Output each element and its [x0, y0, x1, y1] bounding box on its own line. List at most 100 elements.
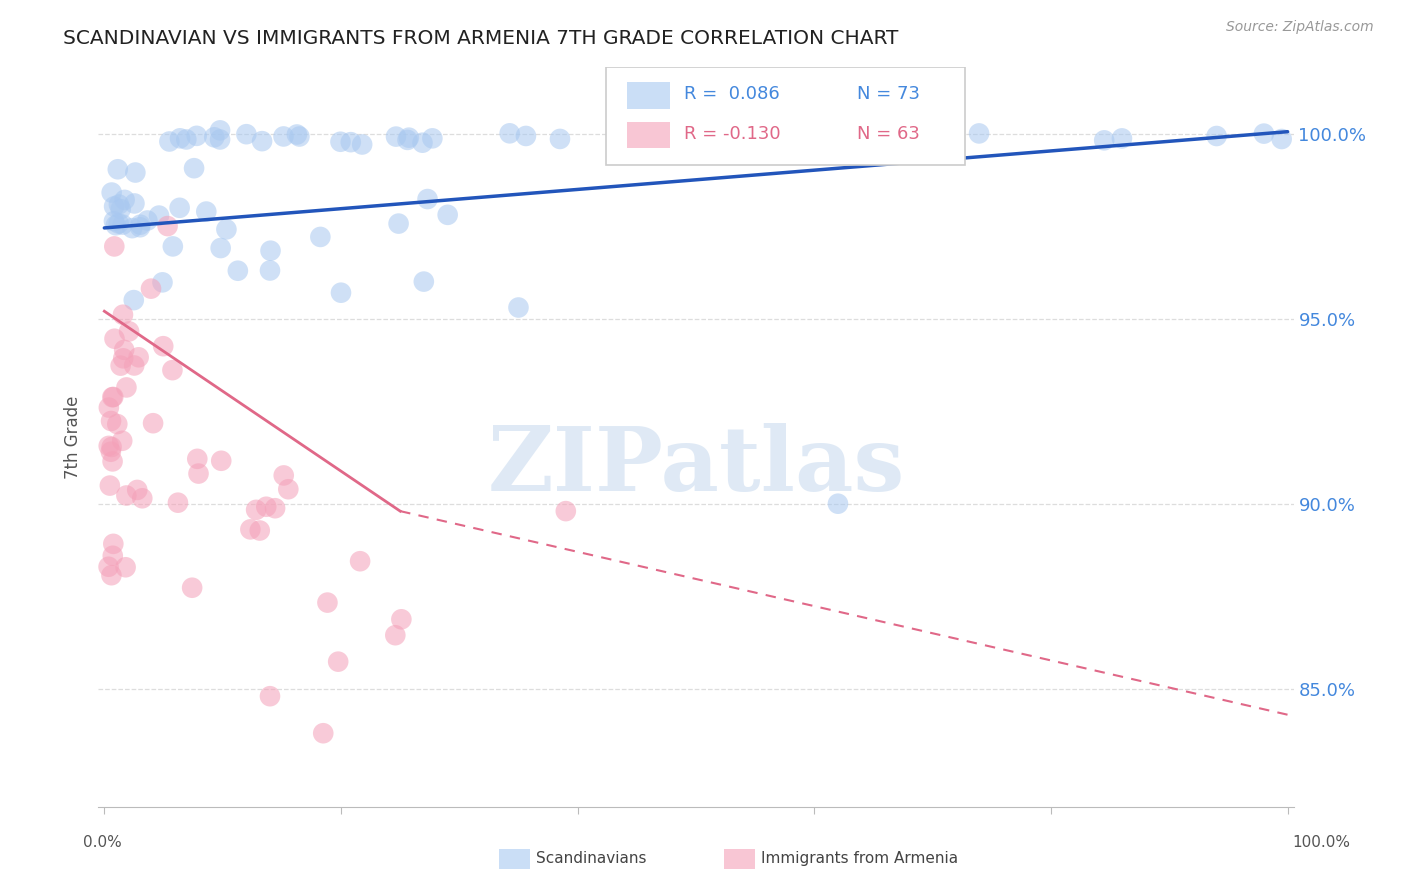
Point	[115, 488, 138, 502]
Point	[103, 537, 125, 551]
Point	[142, 416, 165, 430]
Point	[122, 293, 145, 307]
Point	[384, 628, 406, 642]
Point	[259, 244, 281, 258]
Text: ZIPatlas: ZIPatlas	[488, 423, 904, 510]
Point	[398, 130, 420, 145]
Point	[103, 390, 125, 404]
Point	[554, 504, 576, 518]
Point	[97, 401, 120, 415]
Point	[239, 522, 262, 536]
Point	[103, 239, 125, 253]
Point	[226, 264, 249, 278]
Point	[107, 217, 129, 231]
Text: 100.0%: 100.0%	[1292, 836, 1351, 850]
Point	[114, 193, 136, 207]
Point	[101, 390, 124, 404]
Point	[124, 196, 146, 211]
Point	[131, 491, 153, 506]
Point	[100, 186, 122, 200]
Text: SCANDINAVIAN VS IMMIGRANTS FROM ARMENIA 7TH GRADE CORRELATION CHART: SCANDINAVIAN VS IMMIGRANTS FROM ARMENIA …	[63, 29, 898, 47]
Text: R = -0.130: R = -0.130	[685, 125, 780, 143]
Text: Scandinavians: Scandinavians	[536, 852, 647, 866]
Point	[349, 554, 371, 568]
Point	[107, 162, 129, 177]
Point	[100, 414, 122, 428]
Point	[396, 133, 419, 147]
Point	[183, 161, 205, 176]
Text: R =  0.086: R = 0.086	[685, 86, 780, 103]
Point	[288, 129, 311, 144]
Point	[215, 222, 238, 236]
Point	[162, 363, 184, 377]
Point	[328, 655, 350, 669]
Point	[118, 325, 141, 339]
Point	[389, 612, 412, 626]
Point	[330, 285, 353, 300]
Point	[103, 199, 125, 213]
Point	[121, 221, 143, 235]
Point	[187, 467, 209, 481]
Point	[385, 129, 408, 144]
Point	[97, 439, 120, 453]
Point	[152, 276, 174, 290]
Point	[101, 454, 124, 468]
Point	[436, 208, 458, 222]
Point	[195, 204, 218, 219]
Point	[129, 220, 152, 235]
Point	[176, 132, 198, 146]
Point	[181, 581, 204, 595]
Text: Immigrants from Armenia: Immigrants from Armenia	[761, 852, 957, 866]
Point	[103, 332, 125, 346]
Point	[422, 131, 444, 145]
Point	[100, 568, 122, 582]
Point	[202, 130, 225, 145]
Point	[1253, 127, 1275, 141]
Point	[412, 275, 434, 289]
Point	[111, 218, 134, 232]
Point	[100, 444, 122, 458]
Point	[309, 230, 332, 244]
Point	[104, 219, 127, 233]
Y-axis label: 7th Grade: 7th Grade	[65, 395, 83, 479]
Point	[498, 126, 520, 140]
Point	[903, 127, 925, 141]
Text: N = 73: N = 73	[858, 86, 921, 103]
Text: 0.0%: 0.0%	[83, 836, 122, 850]
Point	[209, 241, 232, 255]
Point	[136, 213, 159, 227]
FancyBboxPatch shape	[627, 121, 669, 148]
Text: N = 63: N = 63	[858, 125, 920, 143]
Point	[312, 726, 335, 740]
Point	[1092, 133, 1115, 147]
Point	[101, 549, 124, 563]
Point	[254, 500, 277, 514]
Point	[152, 339, 174, 353]
Point	[111, 434, 134, 448]
Point	[114, 560, 136, 574]
Point	[273, 129, 295, 144]
Point	[235, 127, 257, 141]
Point	[209, 123, 232, 137]
Point	[416, 192, 439, 206]
Point	[1271, 132, 1294, 146]
Point	[111, 308, 134, 322]
Point	[186, 128, 208, 143]
Point	[110, 359, 132, 373]
Point	[97, 559, 120, 574]
Point	[508, 301, 530, 315]
Point	[352, 137, 374, 152]
Point	[169, 201, 191, 215]
Point	[108, 197, 131, 211]
Point	[1111, 131, 1133, 145]
Point	[129, 218, 152, 232]
Point	[273, 468, 295, 483]
FancyBboxPatch shape	[627, 82, 669, 109]
Point	[112, 343, 135, 357]
Point	[411, 136, 433, 150]
Point	[245, 503, 267, 517]
Point	[285, 128, 308, 142]
Point	[209, 132, 232, 146]
Point	[827, 497, 849, 511]
Point	[98, 478, 121, 492]
